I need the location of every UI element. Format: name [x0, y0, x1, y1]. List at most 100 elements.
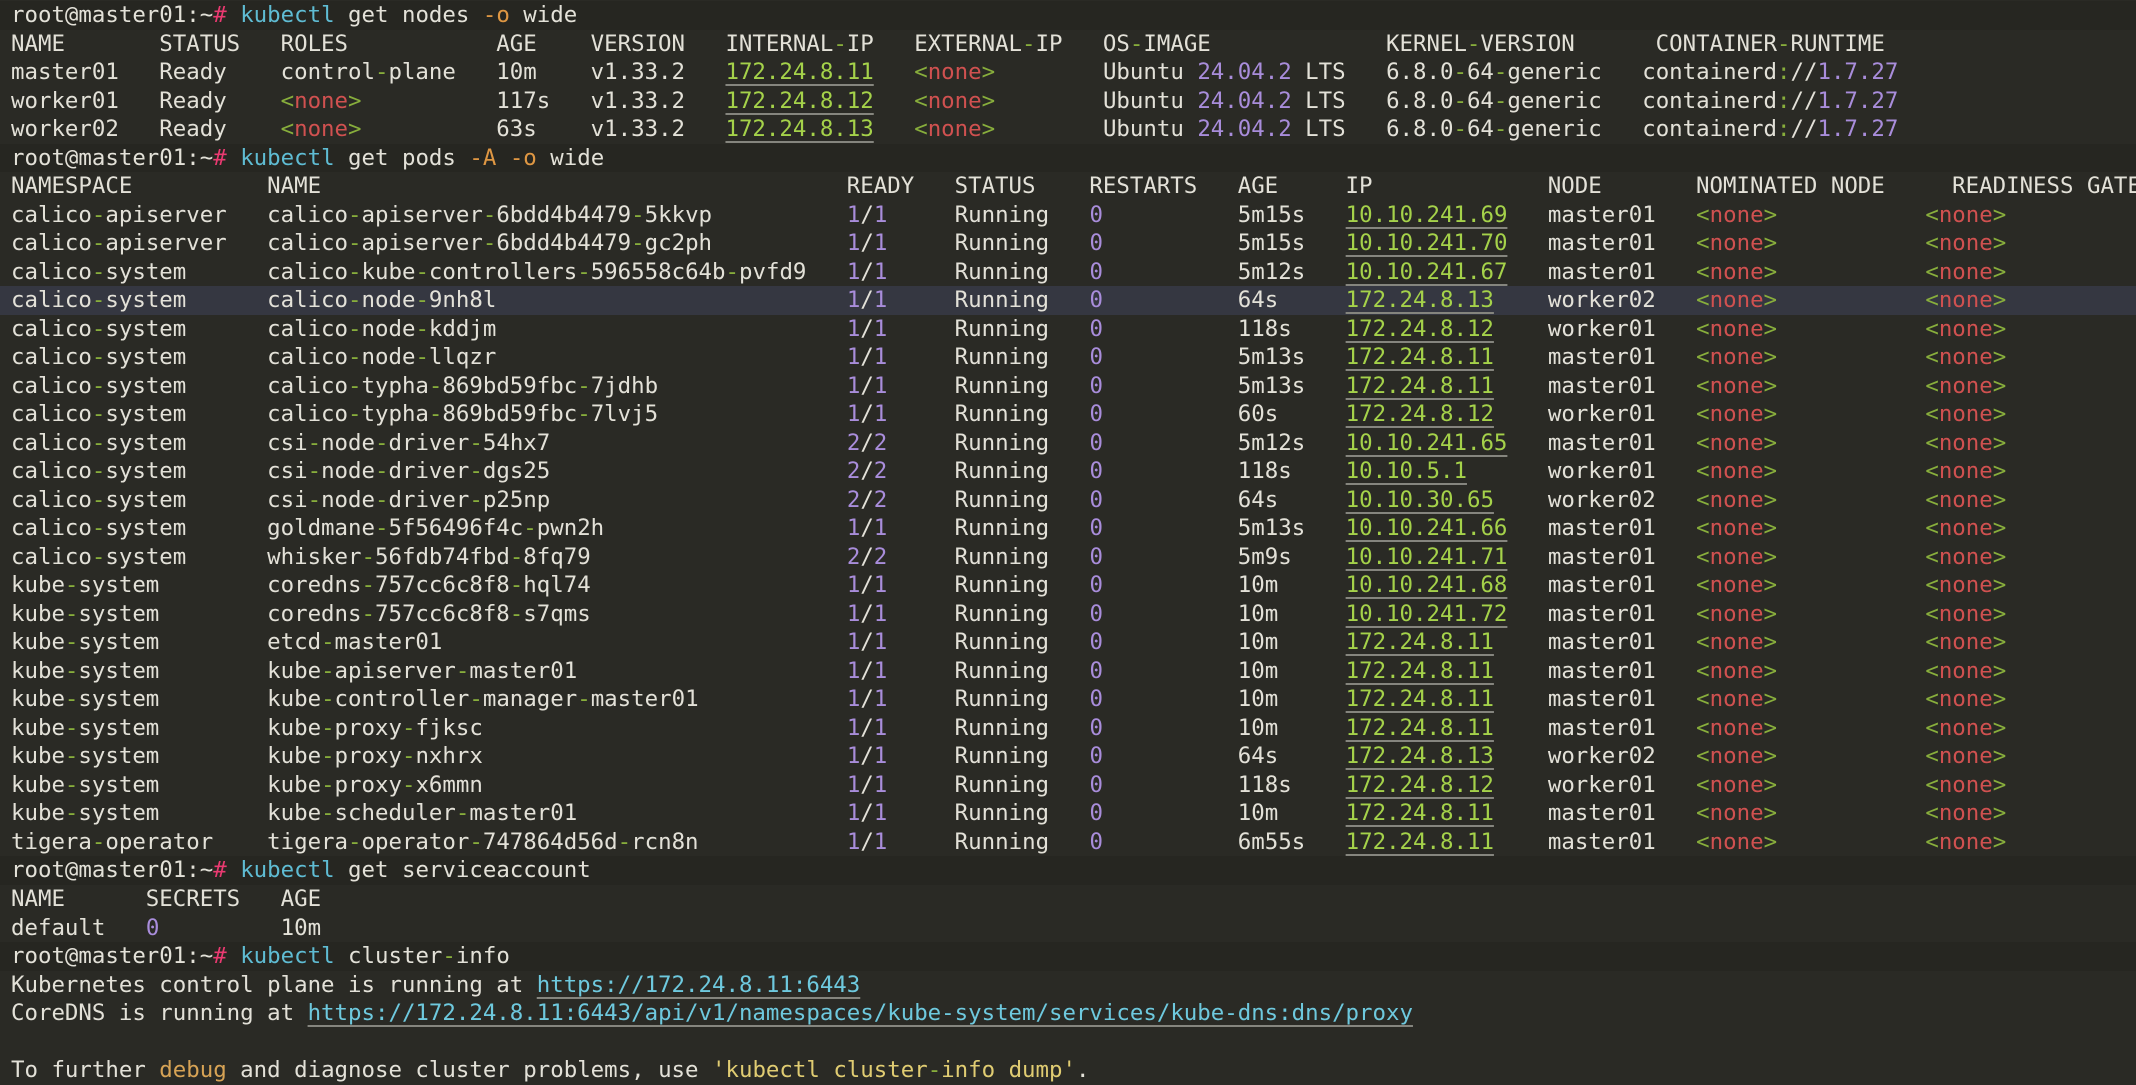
- ip-address-link[interactable]: 10.10.241.72: [1345, 600, 1508, 627]
- text-segment: master01: [1507, 600, 1697, 627]
- text-segment: >: [1763, 800, 1778, 827]
- ip-address-link[interactable]: 172.24.8.11: [725, 59, 874, 86]
- text-segment: /: [860, 401, 874, 428]
- url-link[interactable]: https://172.24.8.11:6443/api/v1/namespac…: [307, 1000, 1413, 1027]
- ip-address-link[interactable]: 172.24.8.13: [1345, 287, 1494, 314]
- text-segment: <: [1696, 458, 1710, 485]
- ip-address-link[interactable]: 10.10.241.69: [1345, 201, 1508, 228]
- text-segment: -: [375, 486, 389, 513]
- ip-address-link[interactable]: 10.10.5.1: [1345, 458, 1467, 485]
- text-segment: >: [1763, 743, 1778, 770]
- text-segment: Running: [887, 315, 1090, 342]
- ip-address-link[interactable]: 10.10.241.70: [1345, 230, 1508, 257]
- text-segment: <: [1925, 543, 1939, 570]
- ip-address-link[interactable]: 10.10.241.71: [1345, 543, 1508, 570]
- text-segment: -: [374, 59, 389, 86]
- ip-address-link[interactable]: 172.24.8.11: [1345, 714, 1494, 741]
- ip-address-link[interactable]: 172.24.8.11: [1345, 686, 1494, 713]
- text-segment: Running: [887, 714, 1090, 741]
- text-segment: none: [1709, 429, 1764, 456]
- ip-address-link[interactable]: 172.24.8.11: [1345, 657, 1494, 684]
- text-segment: <: [1925, 714, 1939, 741]
- url-link[interactable]: https://172.24.8.11:6443: [536, 971, 861, 998]
- text-segment: <: [1925, 686, 1939, 713]
- ip-address-link[interactable]: 172.24.8.11: [1345, 372, 1494, 399]
- ip-address-link[interactable]: 10.10.30.65: [1345, 486, 1494, 513]
- text-segment: wide: [509, 2, 578, 28]
- text-segment: /: [860, 458, 874, 485]
- text-segment: 1: [846, 230, 861, 257]
- text-segment: 5m12s: [1102, 429, 1346, 456]
- text-segment: >: [1992, 458, 2007, 485]
- text-segment: >: [1992, 258, 2007, 285]
- text-segment: IMAGE KERNEL: [1143, 30, 1467, 57]
- text-segment: calico: [11, 287, 92, 314]
- ip-address-link[interactable]: 172.24.8.12: [1345, 401, 1494, 428]
- text-segment: >: [1992, 572, 2007, 599]
- text-segment: /: [860, 800, 874, 827]
- ip-address-link[interactable]: 172.24.8.12: [1345, 771, 1494, 798]
- text-segment: system etcd: [78, 629, 322, 656]
- text-segment: system kube: [78, 771, 322, 798]
- text-segment: 1: [873, 629, 888, 656]
- text-segment: controllers: [428, 258, 578, 285]
- text-segment: <: [1696, 800, 1710, 827]
- text-segment: /: [860, 714, 874, 741]
- text-segment: 2: [846, 486, 861, 513]
- ip-address-link[interactable]: 172.24.8.12: [725, 87, 874, 114]
- text-segment: Running: [887, 828, 1090, 855]
- text-segment: none: [1938, 543, 1993, 570]
- text-segment: system calico: [105, 372, 349, 399]
- text-segment: Ubuntu: [995, 59, 1198, 86]
- text-segment: -: [91, 515, 106, 542]
- text-segment: operator tigera: [105, 828, 349, 855]
- text-segment: <: [1925, 600, 1939, 627]
- text-segment: -: [1493, 87, 1508, 114]
- text-segment: 63s v1.33.2: [361, 116, 726, 143]
- text-segment: worker01: [1493, 771, 1697, 798]
- text-segment: get serviceaccount: [334, 857, 591, 884]
- text-segment: >: [1763, 771, 1778, 798]
- text-segment: <: [1925, 344, 1939, 371]
- text-segment: <: [914, 87, 928, 114]
- text-segment: default: [11, 914, 146, 941]
- ip-address-link[interactable]: 172.24.8.11: [1345, 828, 1494, 855]
- text-segment: 56fdb74fbd: [375, 543, 510, 570]
- text-segment: <: [1925, 429, 1939, 456]
- text-segment: <: [1925, 629, 1939, 656]
- text-segment: none: [1938, 714, 1993, 741]
- text-segment: -: [631, 201, 645, 228]
- ip-address-link[interactable]: 172.24.8.12: [1345, 315, 1494, 342]
- text-segment: <: [1696, 372, 1710, 399]
- ip-address-link[interactable]: 10.10.241.66: [1345, 515, 1508, 542]
- text-segment: [1777, 487, 1925, 513]
- text-segment: none: [1709, 828, 1764, 855]
- text-segment: x6mmn: [415, 771, 847, 798]
- text-segment: system calico: [105, 315, 349, 342]
- text-segment: [874, 116, 914, 142]
- text-segment: p25np: [482, 486, 847, 513]
- text-segment: -A: [469, 144, 497, 171]
- text-segment: calico: [11, 230, 92, 257]
- text-segment: <: [1696, 771, 1710, 798]
- ip-address-link[interactable]: 172.24.8.13: [1345, 743, 1494, 770]
- ip-address-link[interactable]: 172.24.8.11: [1345, 800, 1494, 827]
- text-segment: -: [361, 572, 375, 599]
- ip-address-link[interactable]: 10.10.241.67: [1345, 258, 1508, 285]
- ip-address-link[interactable]: 172.24.8.11: [1345, 344, 1494, 371]
- text-segment: Running: [887, 458, 1090, 485]
- text-segment: none: [1709, 287, 1764, 314]
- text-segment: calico: [11, 429, 92, 456]
- text-segment: scheduler: [334, 800, 456, 827]
- ip-address-link[interactable]: 172.24.8.13: [725, 116, 874, 143]
- text-segment: /: [860, 486, 874, 513]
- text-segment: LTS 6.8.0: [1291, 116, 1454, 143]
- text-segment: >: [1763, 401, 1778, 428]
- ip-address-link[interactable]: 10.10.241.68: [1345, 572, 1508, 599]
- ip-address-link[interactable]: 172.24.8.11: [1345, 629, 1494, 656]
- text-segment: 5m13s: [1103, 372, 1346, 399]
- text-segment: -: [428, 401, 443, 428]
- text-segment: 1: [846, 344, 861, 371]
- text-segment: 1: [873, 372, 888, 399]
- ip-address-link[interactable]: 10.10.241.65: [1345, 429, 1508, 456]
